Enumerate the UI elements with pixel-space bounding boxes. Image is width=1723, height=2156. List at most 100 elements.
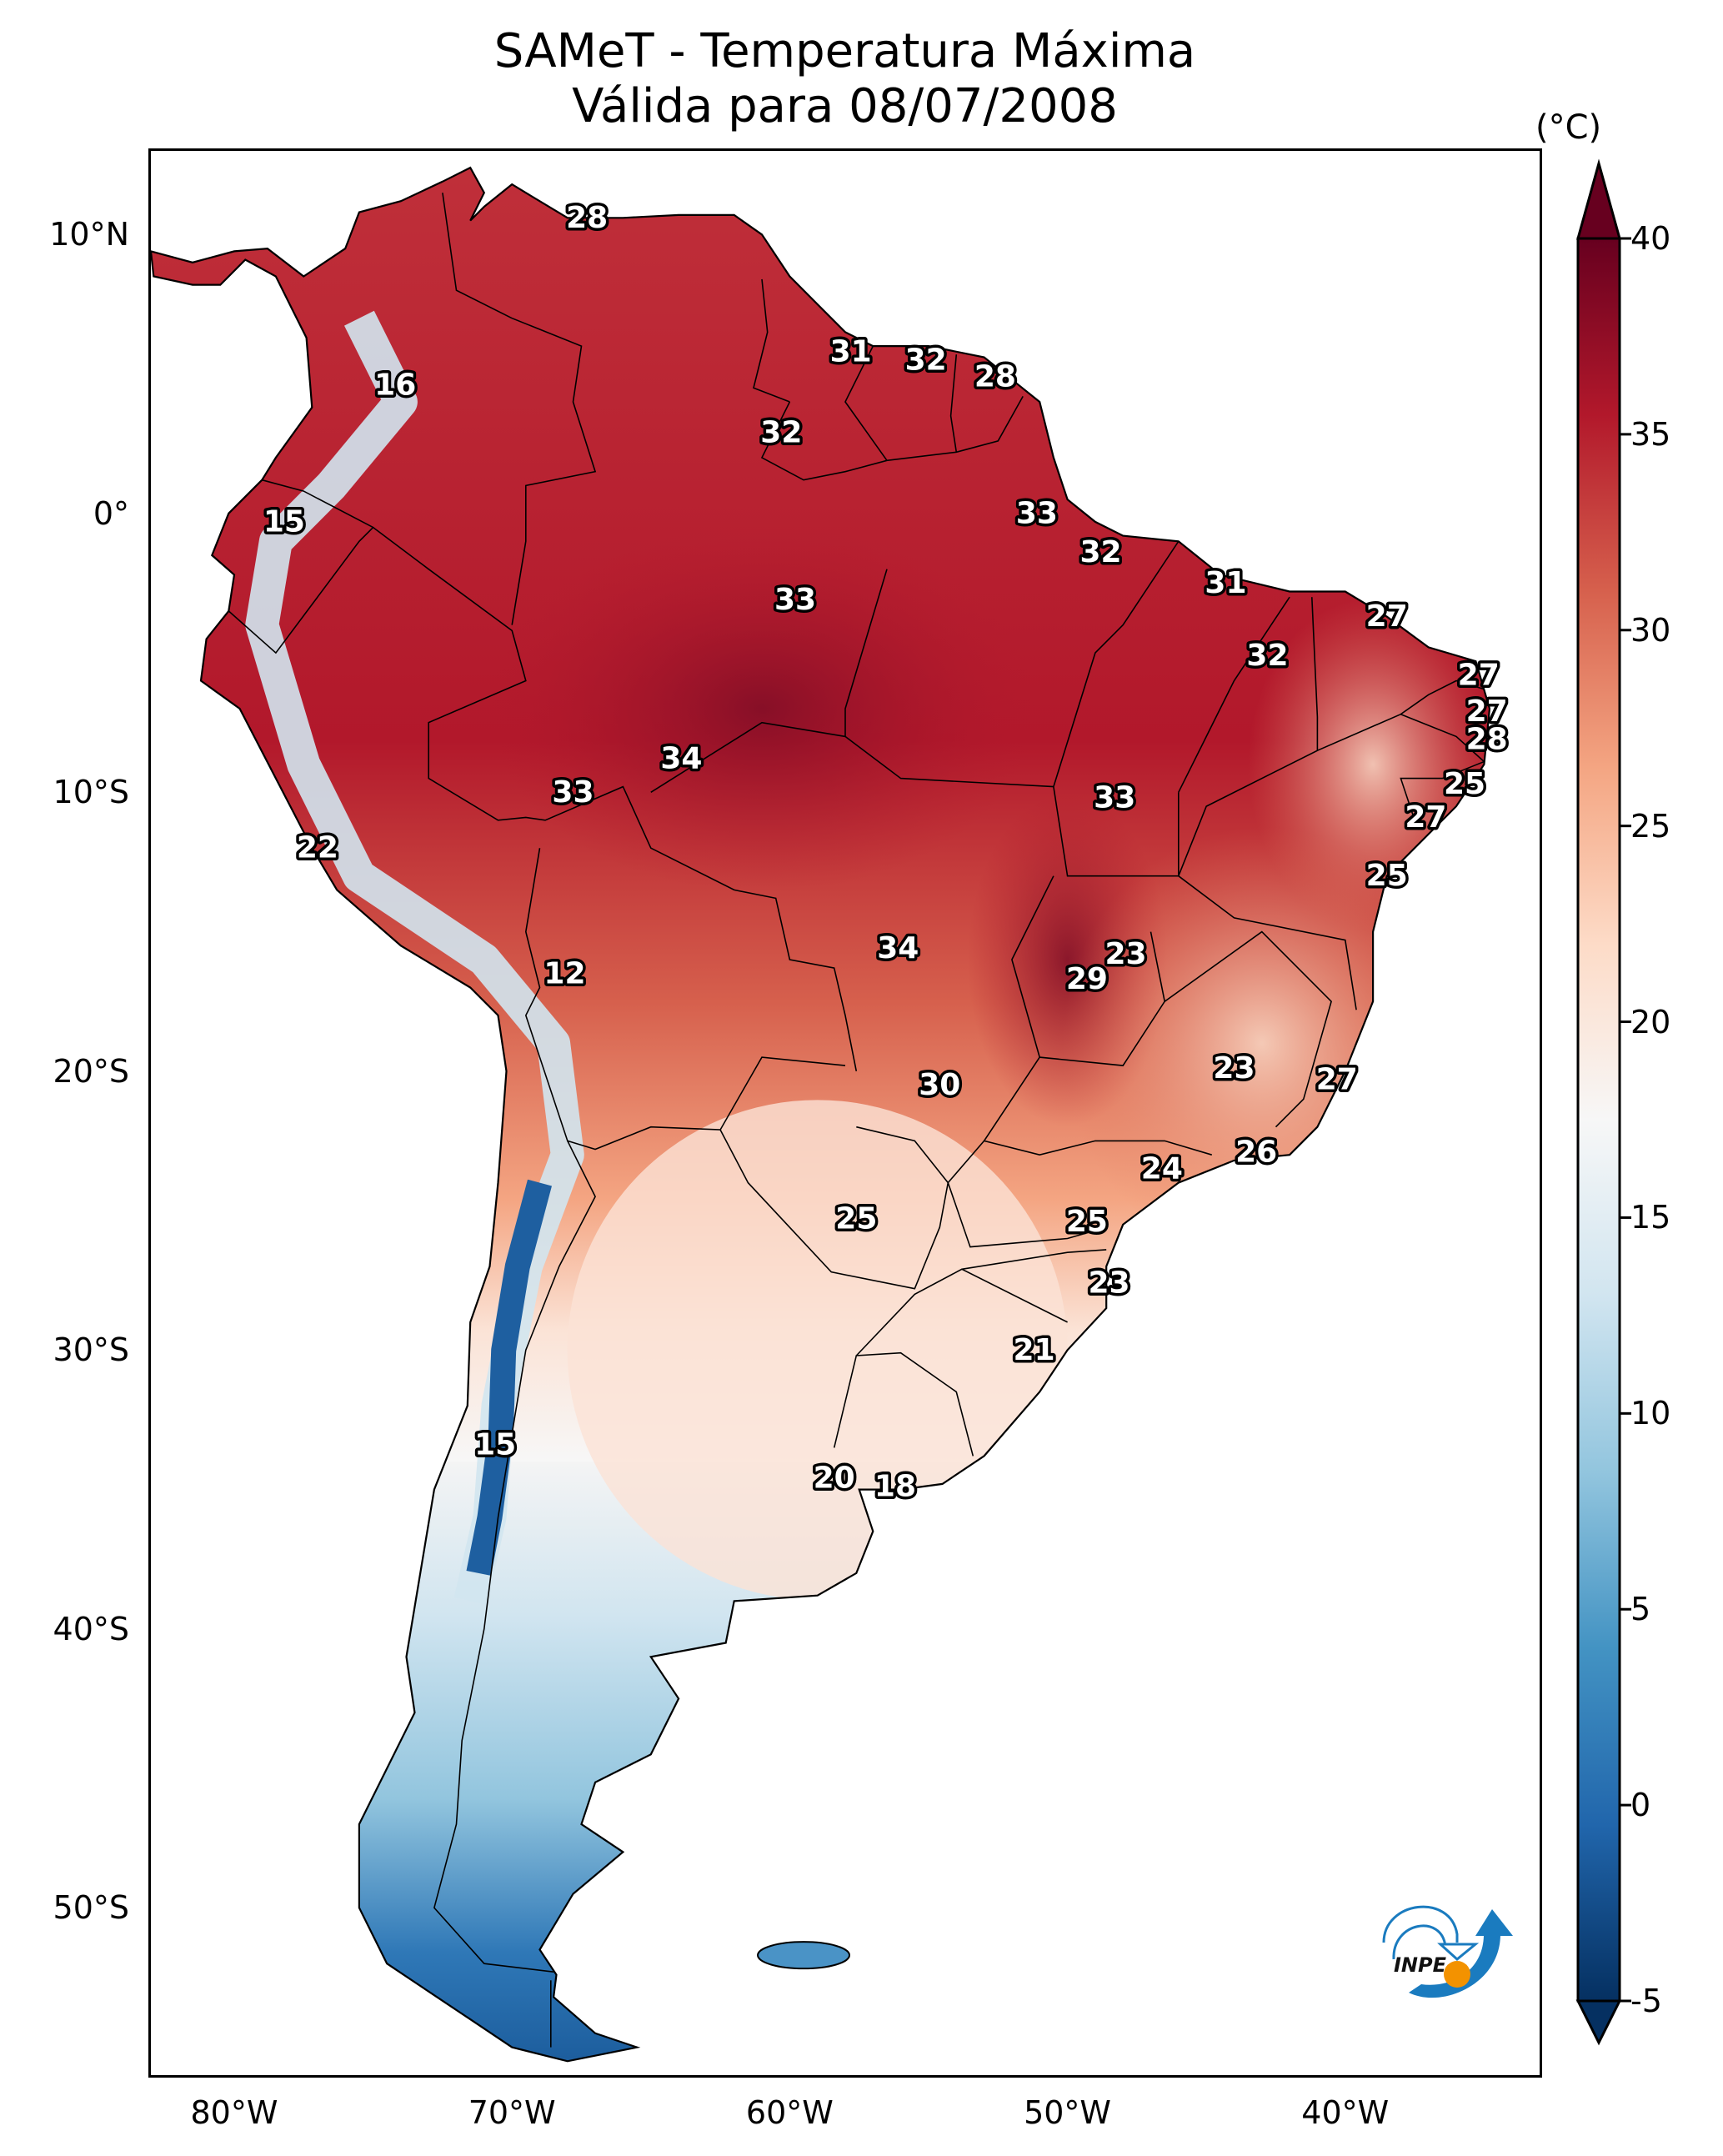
andes-high-cold-band	[466, 1179, 552, 1576]
border-line	[1317, 679, 1485, 751]
chart-subtitle: Válida para 08/07/2008	[572, 79, 1118, 133]
logo-sun	[1444, 1961, 1470, 1988]
border-line	[1011, 875, 1166, 1066]
station-temperature-label: 22	[297, 831, 338, 865]
coastline	[151, 166, 1491, 2063]
colorbar-tick-label: 35	[1630, 415, 1671, 453]
station-temperature-label: 34	[660, 742, 702, 776]
continent-land	[151, 166, 1491, 2063]
station-temperature-label: 23	[1104, 937, 1146, 971]
station-temperature-label: 32	[1246, 639, 1288, 673]
inpe-logo: INPE	[1382, 1905, 1513, 1998]
station-temperature-label: 24	[1141, 1151, 1183, 1186]
colorbar-extend-min	[1575, 1999, 1622, 2046]
chart-title: SAMeT - Temperatura Máxima	[493, 24, 1196, 78]
station-temperature-label: 12	[543, 956, 585, 990]
station-temperature-label: 21	[1014, 1333, 1055, 1367]
colorbar-tick-label: 15	[1630, 1199, 1671, 1236]
station-temperature-label: 33	[1016, 496, 1058, 530]
station-temperature-label: 25	[835, 1202, 877, 1236]
station-temperature-label: 28	[566, 201, 608, 235]
station-temperature-label: 30	[919, 1068, 960, 1102]
station-temperature-label: 31	[830, 334, 872, 369]
station-temperature-label: 20	[814, 1462, 855, 1496]
station-temperature-label: 29	[1066, 962, 1108, 996]
border-line	[844, 569, 888, 737]
lat-tick-label: 10°N	[49, 216, 129, 253]
station-temperature-label: 33	[774, 583, 816, 617]
colorbar-extend-max	[1576, 158, 1621, 240]
border-line	[1400, 713, 1485, 821]
border-line	[760, 396, 1024, 481]
border-line	[753, 278, 790, 403]
border-line	[228, 479, 374, 654]
border-line	[949, 354, 958, 453]
border-line	[1178, 596, 1290, 793]
station-temperature-label: 31	[1205, 566, 1246, 600]
border-line	[1178, 875, 1357, 1010]
station-temperature-label: 16	[374, 368, 416, 402]
station-temperature-label: 26	[1235, 1135, 1277, 1169]
colorbar-tick-label: 0	[1630, 1787, 1651, 1824]
country-state-borders	[228, 193, 1485, 2048]
map-panel[interactable]: 28 16 15 31 32 28 32 33 32 33 31 27 32 27 27 28 25 27 34 33…	[148, 148, 1542, 2078]
station-temperature-label: 28	[1466, 722, 1508, 756]
station-temperature-label: 32	[905, 343, 947, 377]
station-temperature-label: 15	[474, 1428, 516, 1462]
station-temperature-label: 27	[1466, 694, 1508, 729]
station-temperature-label: 34	[877, 931, 919, 965]
station-temperature-label: 32	[1079, 535, 1121, 569]
station-temperature-label: 32	[760, 415, 802, 449]
logo-arrow-down-icon	[1437, 1943, 1480, 1961]
station-temperature-label: 27	[1458, 658, 1500, 692]
colorbar-tick-label: 20	[1630, 1003, 1671, 1040]
logo-arc-inner	[1392, 1924, 1447, 1960]
colorbar-unit: (°C)	[1535, 108, 1602, 147]
station-temperature-label: 25	[1444, 767, 1485, 801]
border-line	[524, 848, 846, 1151]
colorbar-tick-label: 25	[1630, 807, 1671, 845]
lat-tick-label: 50°S	[53, 1889, 129, 1927]
border-line	[961, 1249, 1107, 1271]
station-temperature-label: 25	[1366, 859, 1408, 893]
station-temperature-label: 27	[1405, 800, 1446, 835]
station-temperature-label: 23	[1213, 1051, 1255, 1086]
colorbar-tick-label: 40	[1630, 220, 1671, 257]
border-line	[1053, 540, 1180, 787]
station-temperature-label: 28	[974, 359, 1016, 394]
colorbar-tick-label: 30	[1630, 611, 1671, 649]
station-temperature-label: 27	[1316, 1062, 1358, 1096]
station-temperature-label: 33	[1094, 781, 1135, 815]
station-temperature-label: 25	[1066, 1205, 1108, 1239]
station-temperature-label: 18	[874, 1470, 916, 1504]
colorbar-tick-label: 5	[1630, 1591, 1651, 1628]
lat-tick-label: 20°S	[53, 1052, 129, 1090]
lon-tick-label: 60°W	[745, 2094, 834, 2131]
colorbar-tick-label: -5	[1630, 1983, 1662, 2019]
mild-region-pampas	[567, 1100, 1068, 1601]
border-line	[719, 1126, 949, 1290]
logo-text: INPE	[1394, 1953, 1447, 1977]
lon-tick-label: 40°W	[1301, 2094, 1390, 2131]
border-line	[442, 193, 597, 625]
border-line	[947, 1140, 1107, 1248]
lat-tick-label: 40°S	[53, 1610, 129, 1647]
lat-tick-label: 30°S	[53, 1331, 129, 1369]
logo-arrow-up-icon	[1475, 1909, 1513, 1936]
logo-arc-outer	[1382, 1905, 1459, 1943]
station-temperature-label: 33	[552, 775, 594, 810]
station-temperature-label: 27	[1366, 599, 1408, 634]
lat-tick-label: 0°	[93, 494, 129, 532]
lon-tick-label: 50°W	[1024, 2094, 1112, 2131]
station-temperature-label: 15	[263, 504, 305, 539]
station-temperature-label: 23	[1088, 1266, 1129, 1301]
border-line	[373, 526, 858, 1071]
colorbar-tick-label: 10	[1630, 1395, 1671, 1432]
border-line	[844, 345, 888, 461]
border-line	[1164, 930, 1332, 1128]
border-line	[833, 1351, 974, 1457]
falkland-islands	[757, 1941, 851, 1970]
border-line	[983, 1056, 1213, 1156]
